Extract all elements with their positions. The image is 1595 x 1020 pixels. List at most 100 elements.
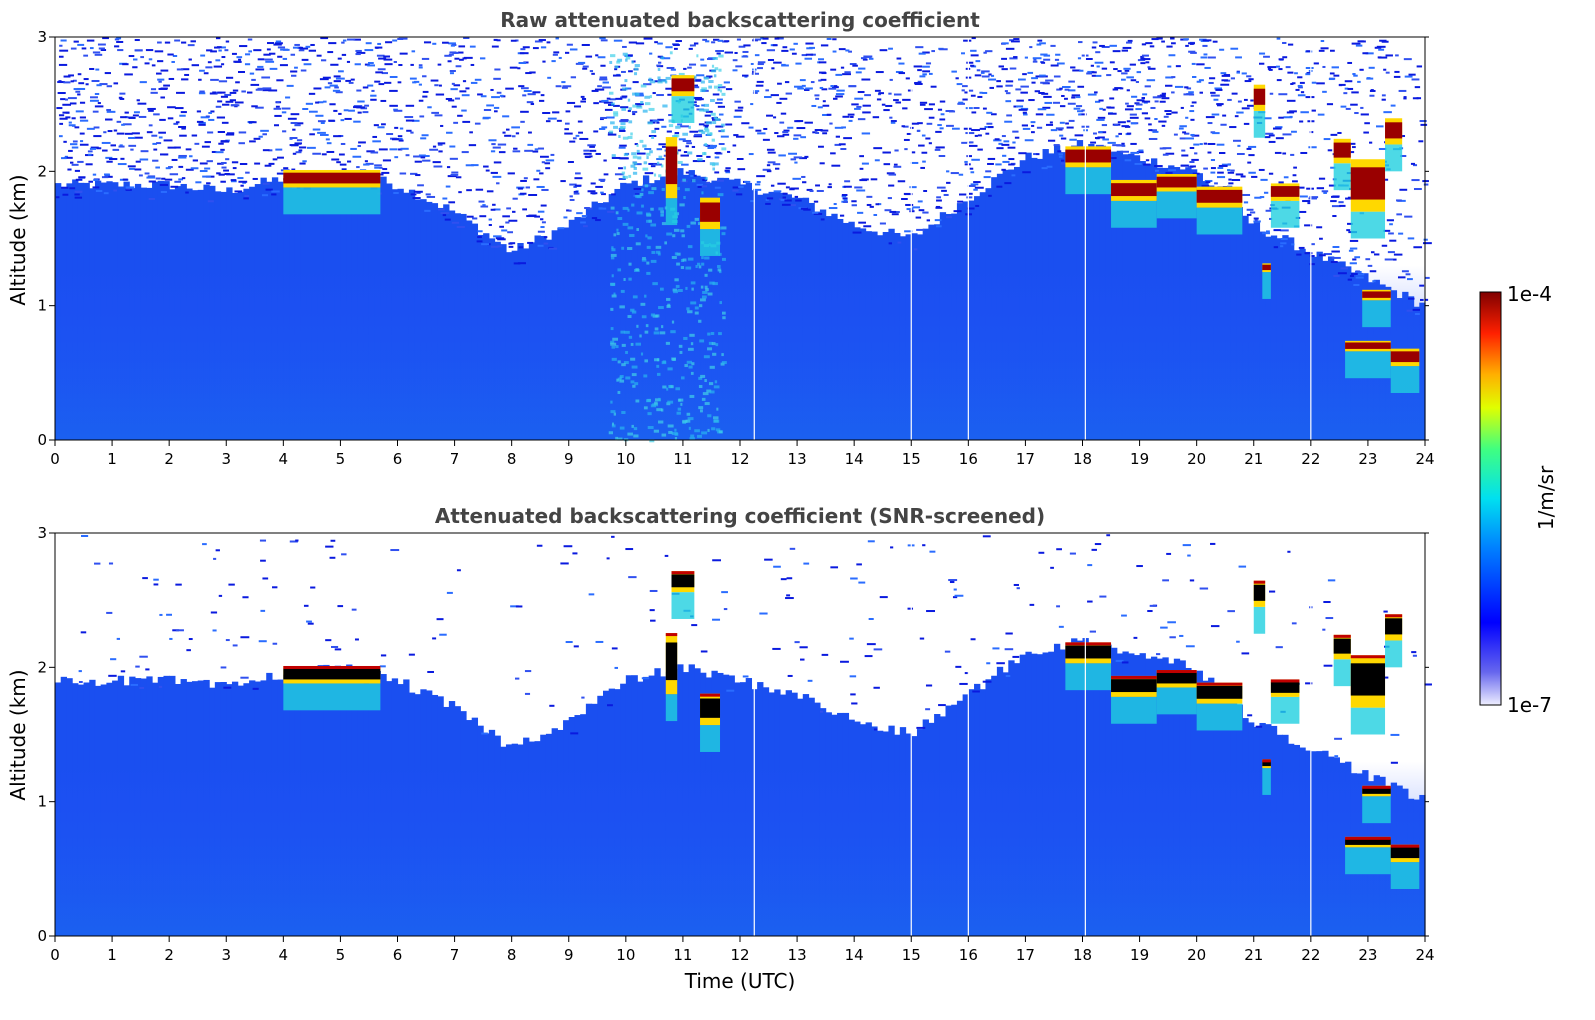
noise-speckle — [907, 89, 913, 92]
noise-speckle — [122, 63, 129, 66]
noise-speckle — [836, 89, 845, 92]
noise-speckle — [512, 197, 518, 200]
noise-speckle — [217, 130, 226, 133]
plume-speckle — [693, 78, 696, 82]
plume-speckle — [703, 355, 710, 359]
noise-speckle — [1212, 40, 1218, 43]
noise-speckle — [437, 142, 446, 145]
noise-speckle — [1109, 157, 1117, 160]
noise-speckle — [581, 43, 590, 46]
noise-speckle — [74, 190, 83, 193]
noise-speckle — [1350, 142, 1356, 145]
plume-speckle — [687, 347, 694, 351]
noise-speckle — [1278, 58, 1284, 61]
noise-speckle — [363, 163, 370, 166]
noise-speckle — [156, 72, 162, 75]
noise-speckle — [826, 113, 832, 116]
noise-speckle — [959, 682, 968, 685]
noise-speckle — [1183, 38, 1189, 41]
noise-speckle — [226, 76, 234, 79]
noise-speckle — [1117, 70, 1122, 73]
noise-speckle — [153, 578, 159, 581]
noise-speckle — [413, 190, 423, 193]
noise-speckle — [1187, 554, 1191, 557]
cloud-base-shading — [1196, 703, 1243, 731]
noise-speckle — [762, 37, 769, 40]
noise-speckle — [1207, 151, 1212, 154]
plume-speckle — [699, 409, 703, 413]
noise-speckle — [118, 145, 125, 148]
noise-speckle — [1042, 106, 1051, 109]
noise-speckle — [890, 120, 897, 123]
noise-speckle — [732, 144, 737, 147]
noise-speckle — [1280, 242, 1287, 245]
noise-speckle — [1287, 71, 1294, 74]
noise-speckle — [337, 57, 342, 60]
noise-speckle — [410, 63, 414, 66]
noise-speckle — [786, 594, 791, 597]
plume-speckle — [632, 155, 638, 159]
cloud-core — [1362, 291, 1391, 298]
x-tick-label: 15 — [902, 946, 921, 964]
noise-speckle — [167, 146, 177, 149]
noise-speckle — [606, 116, 615, 119]
noise-speckle — [901, 198, 908, 201]
noise-speckle — [636, 152, 646, 155]
cloud-base-shading — [1253, 110, 1266, 138]
noise-speckle — [893, 99, 899, 102]
noise-speckle — [447, 175, 457, 178]
noise-speckle — [1248, 145, 1257, 148]
noise-speckle — [934, 219, 942, 222]
noise-speckle — [418, 83, 422, 86]
noise-speckle — [854, 97, 864, 100]
plume-speckle — [608, 431, 613, 435]
noise-speckle — [1259, 52, 1266, 55]
noise-speckle — [425, 193, 431, 196]
noise-speckle — [969, 167, 974, 170]
noise-speckle — [310, 586, 316, 589]
noise-speckle — [874, 89, 881, 92]
noise-speckle — [644, 172, 654, 175]
noise-speckle — [620, 84, 627, 87]
noise-speckle — [258, 640, 267, 643]
noise-speckle — [866, 195, 873, 198]
cloud-core — [283, 172, 381, 184]
plume-speckle — [654, 401, 658, 405]
noise-speckle — [818, 61, 827, 64]
noise-speckle — [1365, 258, 1371, 261]
noise-speckle — [1424, 276, 1430, 279]
x-tick-label: 9 — [564, 450, 574, 468]
noise-speckle — [818, 58, 825, 61]
noise-speckle — [1004, 90, 1008, 93]
cloud-base-shading — [1385, 640, 1403, 668]
noise-speckle — [383, 58, 393, 61]
noise-speckle — [1012, 141, 1016, 144]
noise-speckle — [1353, 284, 1360, 287]
noise-speckle — [1171, 76, 1176, 79]
noise-speckle — [649, 589, 658, 592]
noise-speckle — [821, 653, 829, 656]
noise-speckle — [134, 49, 143, 52]
plume-speckle — [657, 252, 661, 256]
noise-speckle — [714, 156, 720, 159]
noise-speckle — [1297, 76, 1303, 79]
noise-speckle — [766, 148, 775, 151]
noise-speckle — [666, 66, 675, 69]
noise-speckle — [598, 127, 606, 130]
plume-speckle — [651, 130, 657, 134]
noise-speckle — [673, 44, 680, 47]
noise-speckle — [217, 162, 224, 165]
noise-speckle — [140, 56, 145, 59]
noise-speckle — [1389, 239, 1397, 242]
plume-speckle — [667, 303, 671, 307]
plume-speckle — [630, 342, 634, 346]
noise-speckle — [292, 128, 296, 131]
noise-speckle — [713, 38, 720, 41]
noise-speckle — [818, 79, 822, 82]
noise-speckle — [893, 163, 898, 166]
noise-speckle — [1299, 81, 1305, 84]
noise-speckle — [632, 113, 636, 116]
noise-speckle — [252, 177, 258, 180]
plume-speckle — [679, 350, 683, 354]
noise-speckle — [910, 161, 919, 164]
